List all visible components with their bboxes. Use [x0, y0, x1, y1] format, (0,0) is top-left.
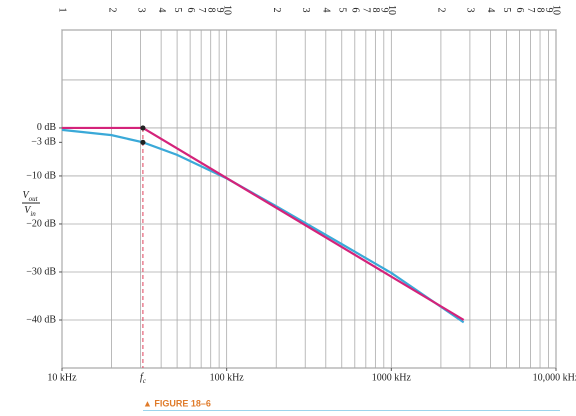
y-tick-label: −3 dB [31, 137, 56, 148]
top-tick-label: 8 [535, 8, 546, 13]
top-tick-label: 4 [485, 8, 496, 13]
top-tick-label: 1 [57, 8, 68, 13]
top-tick-label: 6 [350, 8, 361, 13]
top-tick-label: 4 [321, 8, 332, 13]
top-tick-label: 4 [156, 8, 167, 13]
top-tick-label: 6 [185, 8, 196, 13]
y-tick-label: −10 dB [26, 170, 56, 181]
fc-label-main: f [140, 372, 144, 383]
x-tick-label: 1000 kHz [372, 372, 412, 383]
top-tick-label: 2 [106, 8, 117, 13]
top-tick-label: 10 [386, 5, 397, 15]
y-label-num-main: V [22, 190, 30, 201]
top-tick-label: 9 [214, 8, 225, 13]
top-tick-label: 3 [300, 8, 311, 13]
top-tick-label: 9 [379, 8, 390, 13]
y-label-den-main: V [24, 205, 32, 216]
top-tick-label: 7 [196, 8, 207, 13]
point [140, 125, 146, 131]
top-tick-label: 6 [514, 8, 525, 13]
top-tick-label: 3 [135, 8, 146, 13]
y-label-den-sub: in [30, 210, 36, 218]
top-tick-label: 5 [336, 8, 347, 13]
top-tick-label: 10 [551, 5, 562, 15]
y-tick-label: −30 dB [26, 266, 56, 277]
y-tick-label: −20 dB [26, 218, 56, 229]
fc-label-sub: c [143, 377, 147, 385]
top-tick-label: 3 [465, 8, 476, 13]
point [140, 139, 146, 145]
top-tick-label: 8 [370, 8, 381, 13]
top-tick-label: 5 [501, 8, 512, 13]
fc-label: fc [140, 372, 147, 384]
top-tick-label: 7 [361, 8, 372, 13]
y-label-num: Vout [22, 190, 38, 202]
y-label-den: Vin [24, 205, 36, 217]
x-tick-label: 100 kHz [210, 372, 245, 383]
top-tick-label: 8 [205, 8, 216, 13]
top-tick-label: 10 [221, 5, 232, 15]
top-tick-label: 9 [543, 8, 554, 13]
top-tick-label: 2 [271, 8, 282, 13]
plot-area [61, 29, 557, 369]
x-tick-label: 10 kHz [47, 372, 77, 383]
y-tick-label: 0 dB [37, 122, 57, 133]
top-tick-label: 5 [172, 8, 183, 13]
y-label-num-sub: out [29, 195, 39, 203]
top-tick-label: 2 [436, 8, 447, 13]
caption: ▲ FIGURE 18–6 [143, 398, 211, 408]
top-tick-label: 7 [525, 8, 536, 13]
x-tick-label: 10,000 kHz [533, 372, 576, 383]
y-tick-label: −40 dB [26, 314, 56, 325]
